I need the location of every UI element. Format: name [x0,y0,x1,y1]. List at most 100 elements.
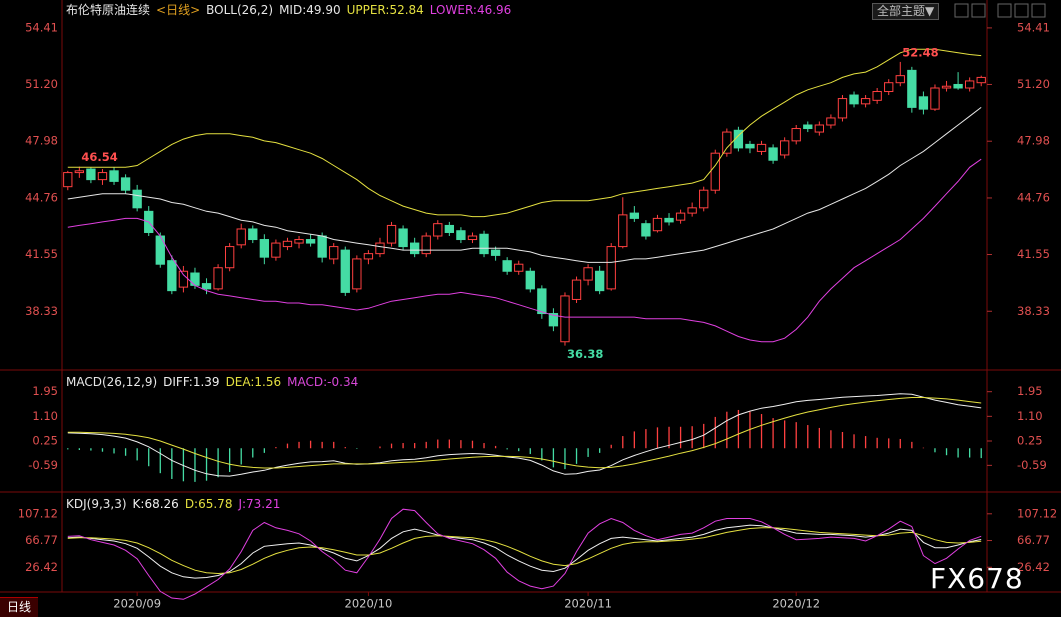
candle-body [525,270,535,290]
candle-body [490,249,501,256]
x-tick-label: 2020/12 [772,597,820,611]
candle-body [699,189,709,209]
legend-entry: UPPER:52.84 [346,3,424,17]
candle-body [294,239,304,244]
y-tick-label: 26.42 [25,560,58,574]
price-annotation: 52.48 [902,45,938,59]
candle-body [259,239,270,258]
y-tick-label: 47.98 [25,134,58,148]
candle-body [213,267,223,290]
candle-body [641,223,651,237]
candle-body [421,235,431,255]
candle-body [329,246,339,260]
candle-body [63,172,73,188]
candle-body [768,147,778,161]
icon[interactable] [1031,3,1046,18]
chart-title: 布伦特原油连续 [66,3,151,17]
y-tick-label: 1.10 [32,409,58,423]
candle-body [305,239,316,244]
indicator-name: KDJ(9,3,3) [66,497,127,511]
y-tick-label: 26.42 [1017,560,1050,574]
candle-body [976,76,986,84]
candle-body [97,172,108,181]
candle-body [814,124,825,133]
candle-body [652,217,663,232]
legend-entry: MACD:-0.34 [287,375,359,389]
theme-button[interactable]: 全部主题▼ [872,3,940,20]
candle-body [618,214,628,248]
candle-body [444,224,455,233]
candle-body [352,258,362,290]
candle-body [363,253,374,260]
y-tick-label: 107.12 [1017,506,1057,520]
panel-header: KDJ(9,3,3) K:68.26 D:65.78 J:73.21 [66,496,280,512]
period-label: <日线> [156,3,201,17]
legend-entry: J:73.21 [238,497,281,511]
legend-entry: DEA:1.56 [225,375,282,389]
y-tick-label: 66.77 [25,533,58,547]
candle-body [132,189,142,209]
legend-entry: LOWER:46.96 [429,3,512,17]
period-tab[interactable]: 日线 [0,597,38,617]
candle-body [248,228,258,241]
candle-body [895,75,905,84]
candle-body [803,124,813,130]
candle-body [502,260,512,272]
candle-body [791,128,801,142]
y-tick-label: 0.25 [32,433,58,447]
candle-body [271,242,281,258]
candle-body [467,235,478,241]
panel-header: 布伦特原油连续 <日线> BOLL(26,2) MID:49.90 UPPER:52.8… [66,2,511,18]
candle-body [317,235,327,258]
candle-body [953,83,963,89]
candle-body [74,170,85,174]
y-tick-label: 1.95 [1017,384,1043,398]
candle-body [826,117,836,126]
legend-entry: K:68.26 [132,497,179,511]
icon[interactable] [1014,3,1029,18]
indicator-line [67,393,982,477]
candle-body [109,170,119,182]
indicator-line [67,508,982,600]
y-tick-label: 38.33 [25,304,58,318]
y-tick-label: -0.59 [1017,458,1047,472]
y-tick-label: 1.10 [1017,409,1043,423]
indicator-line [67,527,982,575]
y-tick-label: 41.55 [1017,247,1050,261]
y-tick-label: 51.20 [25,77,58,91]
candle-body [664,217,674,223]
candle-body [548,313,559,327]
candle-body [514,263,524,272]
y-tick-label: 44.76 [25,190,58,204]
indicator-line [67,107,982,263]
indicator-line [67,48,982,218]
candle-body [675,212,686,221]
y-tick-label: -0.59 [28,458,58,472]
candle-body [756,143,767,152]
candle-body [479,233,489,255]
y-tick-label: 66.77 [1017,533,1050,547]
y-tick-label: 54.41 [25,20,58,34]
candle-body [733,129,744,149]
candle-body [964,80,975,89]
candle-body [837,98,848,119]
candle-body [849,94,859,105]
candle-body [594,270,605,292]
candle-body [386,224,397,244]
icon[interactable] [997,3,1012,18]
y-tick-label: 51.20 [1017,77,1050,91]
candle-body [340,249,350,293]
legend-entry: DIFF:1.39 [163,375,220,389]
icon[interactable] [971,3,986,18]
candle-body [583,267,593,281]
y-tick-label: 41.55 [25,247,58,261]
candle-body [860,98,871,105]
candle-body [687,207,697,214]
indicator-name: MACD(26,12,9) [66,375,158,389]
candle-body [167,260,177,292]
price-annotation: 36.38 [567,347,603,361]
candle-body [409,242,420,255]
icon[interactable] [954,3,969,18]
